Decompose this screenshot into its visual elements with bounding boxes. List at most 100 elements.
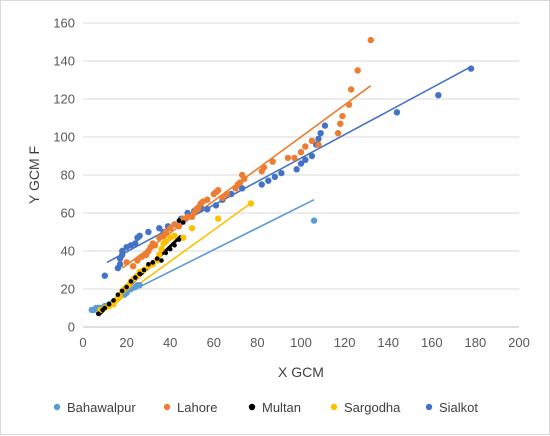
point-sialkot <box>136 232 143 239</box>
point-lahore <box>162 228 170 236</box>
y-tick-label: 160 <box>53 16 75 31</box>
legend-marker-sialkot <box>425 403 433 411</box>
x-tick-label: 140 <box>377 335 399 350</box>
legend-label-sialkot: Sialkot <box>439 400 478 415</box>
point-multan <box>115 292 121 298</box>
y-axis-title: Y GCM F <box>26 146 42 204</box>
trendlines <box>89 65 472 317</box>
point-sialkot <box>308 152 316 160</box>
point-lahore <box>347 86 355 93</box>
point-multan <box>167 246 173 252</box>
point-bahawalpur <box>310 217 318 224</box>
point-sialkot <box>156 225 163 232</box>
y-tick-label: 0 <box>68 320 75 335</box>
point-lahore <box>297 149 305 156</box>
x-tick-label: 40 <box>163 335 177 350</box>
legend-marker-sargodha <box>330 403 338 411</box>
x-tick-label: 120 <box>334 335 356 350</box>
point-multan <box>111 298 116 303</box>
point-sargodha <box>180 234 187 241</box>
x-tick-label: 0 <box>79 335 86 350</box>
x-tick-label: 80 <box>250 335 264 350</box>
point-lahore <box>167 225 174 232</box>
point-multan <box>124 284 129 290</box>
x-tick-label: 20 <box>119 335 133 350</box>
y-tick-label: 120 <box>53 92 75 107</box>
x-tick-label: 60 <box>207 335 221 350</box>
point-multan <box>106 301 112 307</box>
point-multan <box>141 267 147 273</box>
point-bahawalpur <box>136 282 143 289</box>
point-multan <box>128 279 134 284</box>
point-sialkot <box>317 130 324 137</box>
y-tick-label: 60 <box>61 206 75 221</box>
point-multan <box>137 271 142 277</box>
point-lahore <box>123 259 130 266</box>
y-tick-label: 40 <box>61 244 75 259</box>
point-sialkot <box>297 160 305 167</box>
point-lahore <box>214 187 222 194</box>
point-multan <box>102 305 108 311</box>
point-lahore <box>129 263 137 270</box>
data-points <box>88 36 475 317</box>
point-lahore <box>269 158 276 165</box>
point-sialkot <box>315 135 322 143</box>
point-sialkot <box>116 261 124 268</box>
point-sialkot <box>204 206 211 213</box>
point-sargodha <box>247 200 255 207</box>
point-lahore <box>354 67 361 74</box>
point-sialkot <box>393 109 401 116</box>
legend-label-sargodha: Sargodha <box>344 400 401 415</box>
point-sialkot <box>271 173 279 181</box>
point-lahore <box>241 175 248 182</box>
point-multan <box>133 275 138 280</box>
point-lahore <box>204 196 211 203</box>
point-sargodha <box>171 232 178 239</box>
point-lahore <box>236 179 244 186</box>
point-sialkot <box>119 247 126 255</box>
point-multan <box>95 311 101 317</box>
point-sialkot <box>302 156 309 163</box>
point-sialkot <box>265 177 272 184</box>
point-lahore <box>302 143 309 150</box>
x-axis-title: X GCM <box>278 364 324 380</box>
x-tick-label: 180 <box>465 335 487 350</box>
x-tick-label: 100 <box>290 335 312 350</box>
point-lahore <box>339 112 346 120</box>
point-sialkot <box>132 240 139 247</box>
y-tick-label: 100 <box>53 130 75 145</box>
point-sialkot <box>467 65 475 72</box>
legend-label-multan: Multan <box>262 400 301 415</box>
point-sialkot <box>212 202 220 209</box>
point-lahore <box>134 257 141 264</box>
point-multan <box>154 256 160 261</box>
point-lahore <box>260 164 268 171</box>
point-lahore <box>308 137 316 144</box>
point-sialkot <box>278 169 285 177</box>
point-sargodha <box>158 245 165 253</box>
legend-label-lahore: Lahore <box>177 400 217 415</box>
point-sialkot <box>238 185 246 192</box>
point-sialkot <box>258 181 265 188</box>
tick-labels: 0 20 40 60 80 100 120 140 160 0 20 40 60 80 100 120 140 1… <box>53 16 530 351</box>
point-lahore <box>315 141 322 148</box>
point-lahore <box>367 36 374 44</box>
y-tick-label: 20 <box>61 282 75 297</box>
point-multan <box>150 260 156 265</box>
x-tick-label: 200 <box>508 335 530 350</box>
point-multan <box>180 220 186 225</box>
point-multan <box>146 262 151 267</box>
point-lahore <box>175 223 183 230</box>
point-sialkot <box>145 228 152 236</box>
legend-marker-bahawalpur <box>53 403 61 411</box>
legend-label-bahawalpur: Bahawalpur <box>67 400 136 415</box>
point-multan <box>159 258 164 263</box>
point-lahore <box>223 190 231 198</box>
point-multan <box>163 250 169 256</box>
point-lahore <box>291 154 298 162</box>
y-tick-label: 140 <box>53 54 75 69</box>
point-multan <box>176 218 182 223</box>
point-sialkot <box>435 92 442 99</box>
